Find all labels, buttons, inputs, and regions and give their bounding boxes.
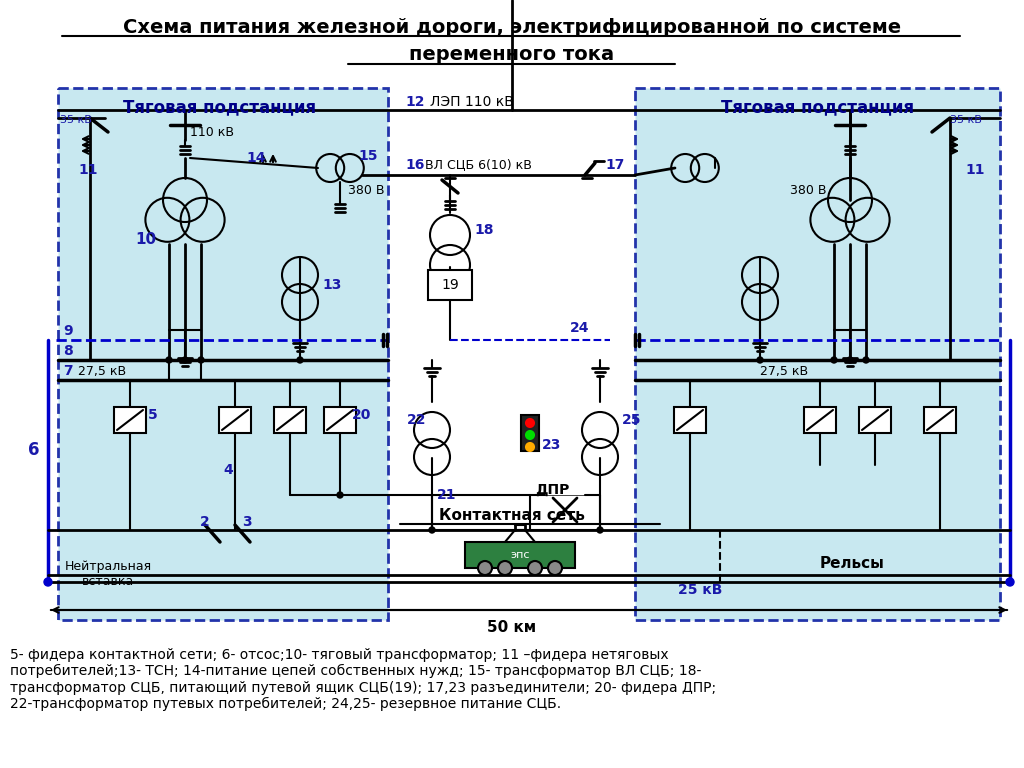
Circle shape bbox=[847, 357, 853, 363]
Circle shape bbox=[863, 357, 869, 363]
Bar bbox=[219, 407, 251, 433]
Circle shape bbox=[478, 561, 492, 575]
Text: ВЛ СЦБ 6(10) кВ: ВЛ СЦБ 6(10) кВ bbox=[425, 158, 531, 171]
Text: ЛЭП 110 кВ: ЛЭП 110 кВ bbox=[430, 95, 514, 109]
Text: 6: 6 bbox=[28, 441, 40, 459]
Text: 22: 22 bbox=[407, 413, 427, 427]
Text: 27,5 кВ: 27,5 кВ bbox=[78, 365, 126, 378]
Circle shape bbox=[44, 578, 52, 586]
Text: эпс: эпс bbox=[510, 550, 529, 560]
Text: 20: 20 bbox=[352, 408, 372, 422]
Text: 8: 8 bbox=[63, 344, 73, 358]
Circle shape bbox=[526, 419, 534, 427]
Text: 23: 23 bbox=[542, 438, 561, 452]
Text: 5- фидера контактной сети; 6- отсос;10- тяговый трансформатор; 11 –фидера нетяго: 5- фидера контактной сети; 6- отсос;10- … bbox=[10, 648, 716, 711]
Circle shape bbox=[526, 431, 534, 439]
Text: 35 кВ: 35 кВ bbox=[60, 115, 92, 125]
Text: 15: 15 bbox=[358, 149, 378, 163]
Circle shape bbox=[297, 357, 303, 363]
Circle shape bbox=[757, 357, 763, 363]
Text: 9: 9 bbox=[63, 324, 73, 338]
Text: 380 В: 380 В bbox=[348, 184, 384, 197]
Circle shape bbox=[548, 561, 562, 575]
Text: 25: 25 bbox=[622, 413, 641, 427]
Circle shape bbox=[337, 492, 343, 498]
Bar bbox=[428, 270, 472, 300]
Text: 24: 24 bbox=[570, 321, 590, 335]
Text: 3: 3 bbox=[242, 515, 252, 529]
Text: 16: 16 bbox=[406, 158, 424, 172]
Bar bbox=[114, 407, 146, 433]
Text: переменного тока: переменного тока bbox=[410, 45, 614, 64]
Bar bbox=[324, 407, 356, 433]
Text: 12: 12 bbox=[406, 95, 425, 109]
Circle shape bbox=[498, 561, 512, 575]
Text: Контактная сеть: Контактная сеть bbox=[439, 508, 585, 524]
Text: 5: 5 bbox=[148, 408, 158, 422]
Text: 14: 14 bbox=[246, 151, 265, 165]
Circle shape bbox=[528, 561, 542, 575]
FancyBboxPatch shape bbox=[635, 88, 1000, 620]
Bar bbox=[521, 415, 539, 451]
Circle shape bbox=[429, 527, 435, 533]
Text: 27,5 кВ: 27,5 кВ bbox=[760, 365, 808, 378]
Text: Тяговая подстанция: Тяговая подстанция bbox=[124, 98, 316, 116]
Text: Нейтральная
вставка: Нейтральная вставка bbox=[65, 560, 152, 588]
Circle shape bbox=[166, 357, 172, 363]
Text: 4: 4 bbox=[223, 463, 232, 477]
Bar bbox=[274, 407, 306, 433]
Bar bbox=[465, 542, 575, 568]
Text: 35 кВ: 35 кВ bbox=[950, 115, 982, 125]
Text: 13: 13 bbox=[322, 278, 341, 292]
Text: 2: 2 bbox=[200, 515, 210, 529]
Text: 11: 11 bbox=[965, 163, 984, 177]
Text: ДПР: ДПР bbox=[535, 483, 569, 497]
Circle shape bbox=[831, 357, 837, 363]
Bar bbox=[804, 407, 836, 433]
Text: 21: 21 bbox=[437, 488, 457, 502]
Text: 18: 18 bbox=[474, 223, 494, 237]
Text: 380 В: 380 В bbox=[790, 184, 826, 197]
Bar bbox=[674, 407, 706, 433]
Circle shape bbox=[526, 443, 534, 451]
Text: 25 кВ: 25 кВ bbox=[678, 583, 722, 597]
Bar bbox=[924, 407, 956, 433]
Text: 10: 10 bbox=[135, 233, 156, 247]
Text: 17: 17 bbox=[605, 158, 625, 172]
Circle shape bbox=[182, 357, 188, 363]
Text: 50 км: 50 км bbox=[487, 620, 537, 635]
Circle shape bbox=[597, 527, 603, 533]
Text: 7: 7 bbox=[63, 364, 73, 378]
Text: Рельсы: Рельсы bbox=[820, 555, 885, 571]
Bar bbox=[859, 407, 891, 433]
Text: 110 кВ: 110 кВ bbox=[190, 125, 234, 138]
Text: 11: 11 bbox=[78, 163, 97, 177]
Text: Тяговая подстанция: Тяговая подстанция bbox=[722, 98, 914, 116]
Circle shape bbox=[198, 357, 204, 363]
Circle shape bbox=[1006, 578, 1014, 586]
FancyBboxPatch shape bbox=[58, 88, 388, 620]
Text: 19: 19 bbox=[441, 278, 459, 292]
Text: Схема питания железной дороги, электрифицированной по системе: Схема питания железной дороги, электрифи… bbox=[123, 18, 901, 37]
